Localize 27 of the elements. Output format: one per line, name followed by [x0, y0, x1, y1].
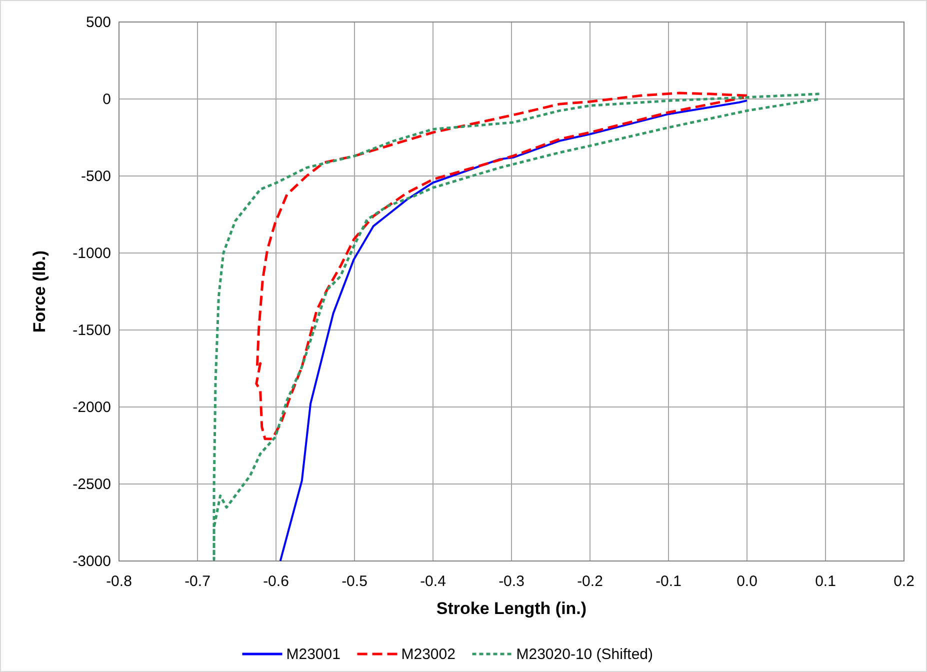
line-series: [212, 92, 820, 561]
x-tick-label: -0.7: [184, 573, 210, 590]
x-tick-label: -0.8: [106, 573, 132, 590]
y-tick-label: -2500: [72, 476, 111, 493]
x-axis-title: Stroke Length (in.): [436, 599, 587, 618]
x-tick-label: -0.2: [577, 573, 603, 590]
y-tick-label: -1000: [72, 245, 111, 262]
line-series: [255, 92, 748, 440]
y-tick-label: -500: [80, 168, 111, 185]
legend-label: M23001: [286, 646, 340, 663]
x-tick-label: -0.1: [656, 573, 682, 590]
y-tick-label: -1500: [72, 322, 111, 339]
legend-label: M23002: [401, 646, 456, 663]
y-tick-label: -2000: [72, 399, 111, 416]
y-tick-label: -3000: [72, 553, 111, 570]
x-tick-label: -0.3: [498, 573, 524, 590]
x-tick-label: -0.4: [420, 573, 446, 590]
y-axis-title: Force (lb.): [30, 250, 49, 333]
y-tick-label: 0: [102, 91, 111, 108]
x-tick-label: -0.5: [342, 573, 368, 590]
legend-label: M23020-10 (Shifted): [516, 646, 653, 663]
x-tick-label: -0.6: [263, 573, 289, 590]
line-series: [279, 100, 748, 562]
x-tick-label: 0.2: [894, 573, 914, 590]
x-tick-label: 0.0: [736, 573, 758, 590]
y-tick-label: 500: [86, 14, 111, 31]
x-tick-label: 0.1: [815, 573, 836, 590]
